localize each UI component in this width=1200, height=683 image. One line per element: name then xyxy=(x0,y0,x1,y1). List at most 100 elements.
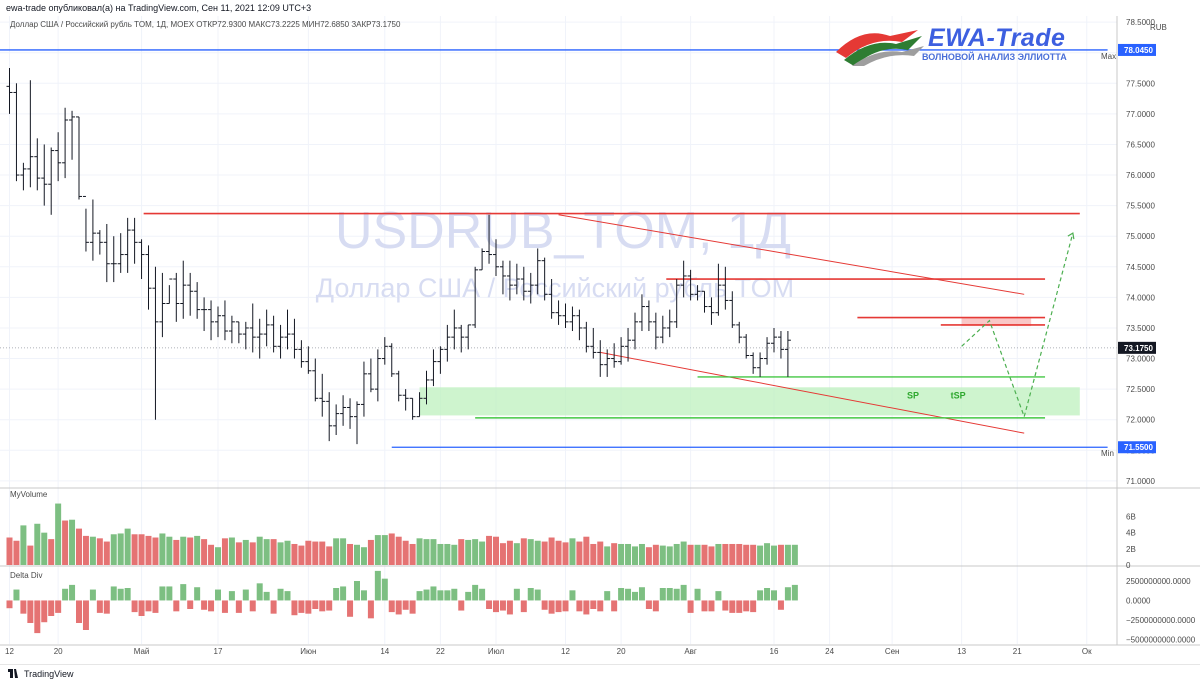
time-tick-label: 20 xyxy=(617,647,626,656)
ohlc-bar xyxy=(388,343,395,377)
delta-bar xyxy=(319,600,326,612)
delta-bar xyxy=(590,600,597,609)
delta-bar xyxy=(367,600,374,619)
volume-bar xyxy=(506,540,513,565)
delta-bar xyxy=(534,589,541,601)
time-tick-label: 12 xyxy=(561,647,570,656)
delta-bar xyxy=(201,600,208,610)
delta-bar xyxy=(673,588,680,601)
volume-bar xyxy=(548,537,555,565)
price-tick-label: 71.0000 xyxy=(1126,477,1155,486)
delta-bar xyxy=(680,584,687,601)
currency-label: RUB xyxy=(1150,23,1167,32)
delta-bar xyxy=(458,600,465,611)
volume-bar xyxy=(625,543,632,565)
volume-bar xyxy=(173,539,180,565)
delta-bar xyxy=(374,570,381,601)
volume-bar xyxy=(715,543,722,565)
ohlc-bar xyxy=(451,309,458,350)
price-tick-label: 72.0000 xyxy=(1126,416,1155,425)
delta-bar xyxy=(513,588,520,601)
ohlc-bar xyxy=(777,331,784,359)
logo-swoosh-icon xyxy=(836,30,924,66)
ohlc-bar xyxy=(701,290,708,313)
price-label-box xyxy=(1118,43,1156,56)
volume-bar xyxy=(666,546,673,565)
volume-bar xyxy=(41,532,48,565)
delta-bar xyxy=(326,600,333,611)
ohlc-bar xyxy=(416,392,423,418)
ohlc-bar xyxy=(187,272,194,316)
delta-bar xyxy=(659,588,666,601)
price-tick-label: 73.0000 xyxy=(1126,355,1155,364)
volume-bar xyxy=(611,543,618,565)
logo-tagline: ВОЛНОВОЙ АНАЛИЗ ЭЛЛИОТТА xyxy=(922,52,1067,62)
volume-bar xyxy=(298,545,305,565)
volume-bar xyxy=(479,541,486,565)
volume-bar xyxy=(82,535,89,565)
volume-bar xyxy=(409,543,416,565)
delta-bar xyxy=(347,600,354,617)
time-tick-label: 13 xyxy=(957,647,966,656)
volume-tick-label: 2B xyxy=(1126,545,1136,554)
volume-bar xyxy=(326,546,333,565)
time-tick-label: Авг xyxy=(684,647,697,656)
volume-bar xyxy=(764,543,771,565)
delta-bar xyxy=(76,600,82,623)
ohlc-bar xyxy=(465,324,472,350)
delta-bar xyxy=(771,590,777,601)
delta-bar xyxy=(416,591,423,601)
delta-bar xyxy=(381,578,388,601)
delta-bar xyxy=(242,589,249,601)
ohlc-bar xyxy=(367,358,374,393)
volume-bar xyxy=(472,539,479,565)
price-axis[interactable]: 78.500078.000077.500077.000076.500076.00… xyxy=(1101,18,1196,644)
volume-bar xyxy=(131,534,138,565)
delta-bar xyxy=(638,587,645,601)
delta-bar xyxy=(256,583,263,601)
price-label-tag: Min xyxy=(1101,449,1114,458)
delta-bar xyxy=(284,591,291,601)
ohlc-bar xyxy=(423,370,430,405)
delta-bar xyxy=(89,589,96,601)
ohlc-bar xyxy=(638,294,645,332)
volume-tick-label: 0 xyxy=(1126,561,1131,570)
ohlc-bar xyxy=(215,306,221,338)
price-label-box xyxy=(1118,341,1156,354)
ohlc-bar xyxy=(583,321,590,353)
ewa-trade-logo: EWA-Trade ВОЛНОВОЙ АНАЛИЗ ЭЛЛИОТТА xyxy=(832,22,1122,70)
delta-bar xyxy=(62,588,69,601)
volume-bar xyxy=(208,544,215,565)
time-tick-label: 17 xyxy=(214,647,223,656)
delta-bar xyxy=(652,600,659,612)
delta-bar xyxy=(166,586,173,601)
forecast-arrow-head xyxy=(1067,232,1075,240)
delta-bar xyxy=(340,586,347,601)
ohlc-bar xyxy=(110,236,117,283)
delta-bar xyxy=(520,600,527,613)
ohlc-bar xyxy=(555,300,562,325)
delta-bar xyxy=(777,600,784,610)
ohlc-bar xyxy=(680,260,687,298)
volume-bar xyxy=(638,543,645,565)
delta-bar xyxy=(715,591,722,601)
delta-pane-label: Delta Div xyxy=(10,571,42,580)
ohlc-bar xyxy=(326,392,333,442)
ohlc-bar xyxy=(166,278,173,304)
delta-bar xyxy=(430,586,437,601)
volume-bar xyxy=(444,543,451,565)
delta-bar xyxy=(138,600,145,616)
volume-bar xyxy=(499,543,506,565)
delta-bar xyxy=(736,600,743,613)
delta-tick-label: 2500000000.0000 xyxy=(1126,577,1191,586)
volume-bar xyxy=(256,536,263,565)
volume-bar xyxy=(228,537,235,565)
time-axis[interactable]: 12 20 Май 17 Июн 14 22 Июл 12 20 Авг 16 24 Сен 13 21 Ок xyxy=(5,647,1092,656)
ohlc-bar xyxy=(76,116,82,200)
ohlc-bar xyxy=(659,315,666,344)
red-resistance-zone xyxy=(961,316,1032,327)
delta-bar xyxy=(472,584,479,601)
forecast-path xyxy=(961,232,1075,419)
volume-bar xyxy=(680,541,687,565)
